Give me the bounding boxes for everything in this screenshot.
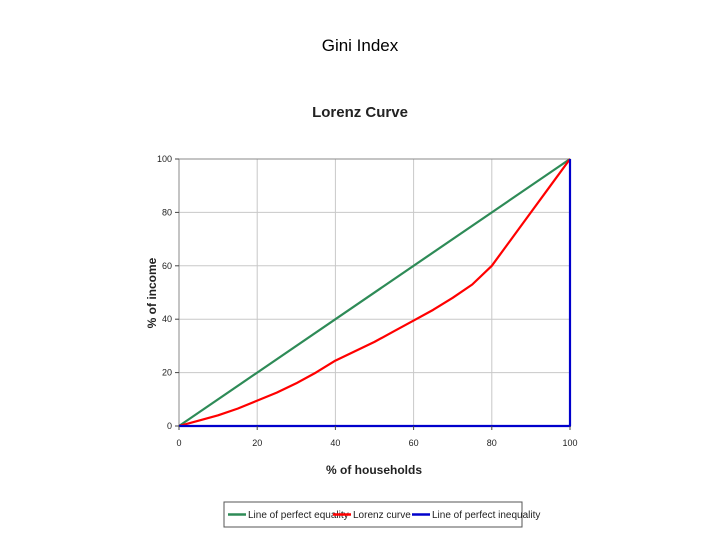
legend: Line of perfect equality Lorenz curve Line…	[223, 501, 540, 528]
y-tick-label: 100	[157, 154, 172, 164]
y-tick-label: 0	[167, 421, 172, 431]
legend-box	[223, 501, 523, 528]
legend-label: Lorenz curve	[353, 510, 411, 521]
slide-title: Gini Index	[321, 36, 399, 55]
axis-ticks: 0 20 40 60 80 100 0 20 40 60 80 100	[157, 154, 578, 448]
chart-series	[178, 158, 572, 428]
chart-grid	[179, 159, 570, 426]
x-tick-label: 20	[252, 438, 262, 448]
legend-item-lorenz: Lorenz curve	[333, 510, 411, 521]
y-tick-label: 60	[162, 261, 172, 271]
legend-label: Line of perfect inequality	[432, 510, 540, 521]
y-tick-label: 40	[162, 314, 172, 324]
x-tick-label: 60	[409, 438, 419, 448]
y-axis-label: % of income	[145, 257, 159, 328]
y-tick-label: 80	[162, 207, 172, 217]
y-tick-label: 20	[162, 368, 172, 378]
x-tick-label: 40	[330, 438, 340, 448]
x-tick-label: 80	[487, 438, 497, 448]
lorenz-curve-line	[178, 158, 571, 428]
x-tick-label: 100	[562, 438, 577, 448]
equality-line	[178, 158, 571, 427]
legend-label: Line of perfect equality	[248, 510, 349, 521]
legend-item-inequality: Line of perfect inequality	[412, 510, 540, 521]
x-tick-label: 0	[176, 438, 181, 448]
x-axis-label: % of households	[326, 463, 422, 477]
legend-item-equality: Line of perfect equality	[228, 510, 349, 521]
chart-title: Lorenz Curve	[312, 104, 408, 121]
